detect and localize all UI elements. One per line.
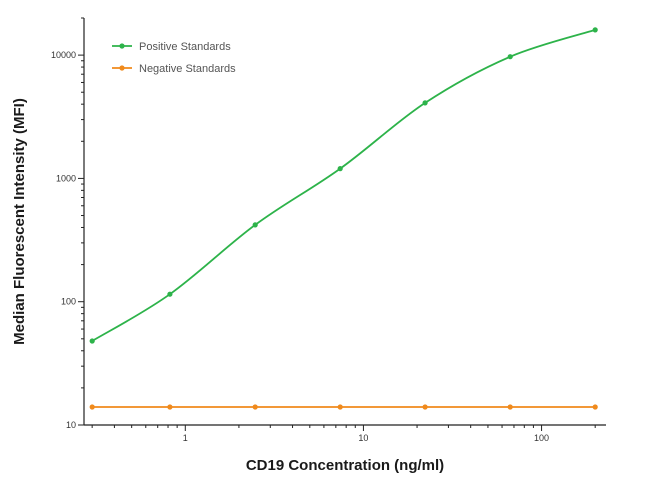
data-point-series-2 [507, 404, 513, 410]
data-point-series-2 [252, 404, 258, 410]
legend-marker-1 [119, 43, 125, 49]
y-axis-title: Median Fluorescent Intensity (MFI) [11, 98, 28, 345]
legend-label-2: Negative Standards [139, 63, 236, 75]
curves [91, 29, 596, 408]
data-point-series-2 [167, 404, 173, 410]
x-tick-label: 1 [183, 433, 188, 443]
axes: 1 10 100 10 100 1000 10000 [51, 17, 606, 443]
y-tick-label: 10 [66, 420, 76, 430]
x-axis-title: CD19 Concentration (ng/ml) [246, 457, 444, 474]
x-tick-label: 10 [358, 433, 368, 443]
data-point-series-2 [422, 404, 428, 410]
y-tick-label: 1000 [56, 173, 76, 183]
y-tick-label: 10000 [51, 50, 76, 60]
data-point-series-1 [252, 222, 258, 228]
points [89, 27, 598, 410]
data-point-series-1 [422, 100, 428, 106]
legend-marker-2 [119, 65, 125, 71]
legend: Positive Standards Negative Standards [112, 41, 236, 75]
data-point-series-1 [507, 54, 513, 60]
data-point-series-2 [89, 404, 95, 410]
data-point-series-1 [167, 291, 173, 297]
data-point-series-2 [592, 404, 598, 410]
data-point-series-1 [337, 166, 343, 172]
x-tick-label: 100 [534, 433, 549, 443]
data-point-series-1 [89, 338, 95, 344]
legend-label-1: Positive Standards [139, 41, 231, 53]
data-point-series-1 [592, 27, 598, 33]
data-point-series-2 [337, 404, 343, 410]
y-tick-label: 100 [61, 297, 76, 307]
